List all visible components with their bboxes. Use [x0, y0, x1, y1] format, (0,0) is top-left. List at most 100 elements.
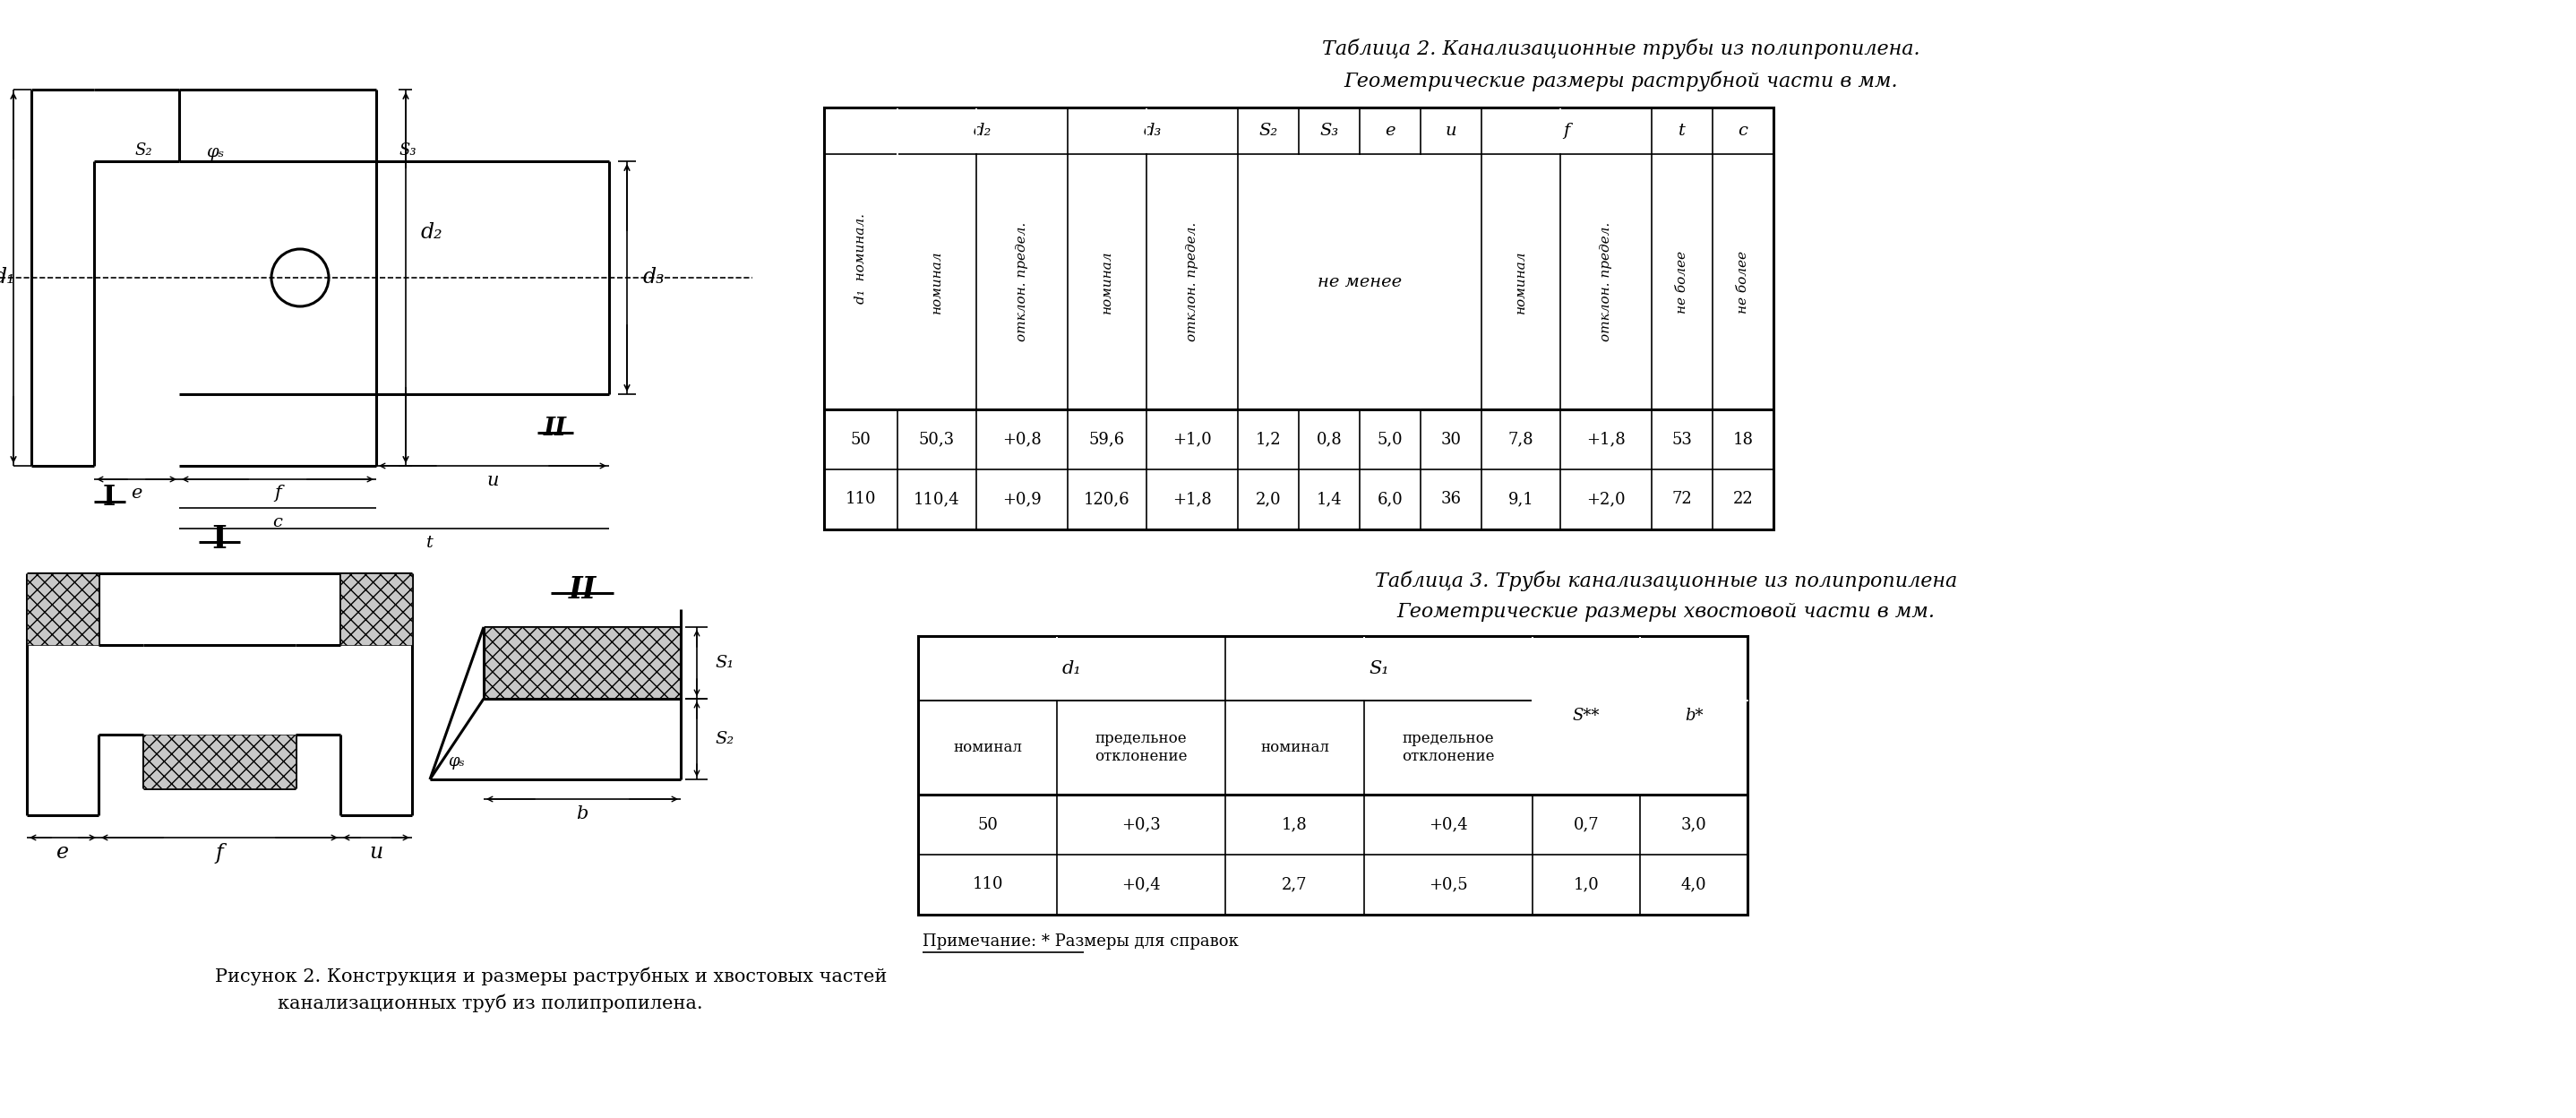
Text: b: b [577, 806, 587, 823]
Text: не более: не более [1736, 250, 1749, 313]
Text: d₁: d₁ [1061, 660, 1082, 676]
Text: Геометрические размеры хвостовой части в мм.: Геометрические размеры хвостовой части в… [1396, 601, 1935, 622]
Text: не более: не более [1677, 250, 1687, 313]
Text: 110: 110 [845, 492, 876, 508]
Text: S₃: S₃ [399, 142, 417, 159]
Text: Рисунок 2. Конструкция и размеры раструбных и хвостовых частей: Рисунок 2. Конструкция и размеры раструб… [214, 967, 886, 986]
Text: e: e [1386, 123, 1396, 139]
Text: 50,3: 50,3 [920, 432, 956, 447]
Text: Геометрические размеры раструбной части в мм.: Геометрические размеры раструбной части … [1345, 70, 1899, 91]
Text: +0,5: +0,5 [1430, 877, 1468, 892]
Text: u: u [368, 843, 384, 863]
Text: t: t [1680, 123, 1685, 139]
Text: φₛ: φₛ [448, 754, 466, 769]
Polygon shape [26, 574, 98, 645]
Text: b*: b* [1685, 708, 1703, 723]
Text: e: e [57, 843, 70, 863]
Text: +1,8: +1,8 [1172, 492, 1211, 508]
Polygon shape [484, 627, 680, 699]
Text: номинал: номинал [1260, 740, 1329, 755]
Text: Примечание: * Размеры для справок: Примечание: * Размеры для справок [922, 934, 1239, 949]
Text: отклон. предел.: отклон. предел. [1015, 222, 1028, 341]
Text: 1,4: 1,4 [1316, 492, 1342, 508]
Polygon shape [340, 574, 412, 645]
Text: номинал: номинал [953, 740, 1023, 755]
Text: не менее: не менее [1316, 274, 1401, 290]
Text: 1,2: 1,2 [1255, 432, 1280, 447]
Text: 2,0: 2,0 [1255, 492, 1280, 508]
Text: d₂: d₂ [420, 222, 443, 244]
Text: S₂: S₂ [1260, 123, 1278, 139]
Text: 5,0: 5,0 [1378, 432, 1404, 447]
Text: 9,1: 9,1 [1507, 492, 1533, 508]
Text: II: II [569, 575, 595, 604]
Text: 18: 18 [1734, 432, 1754, 447]
Text: d₁  номинал.: d₁ номинал. [855, 214, 868, 304]
Text: f: f [1564, 123, 1569, 139]
Text: 1,8: 1,8 [1283, 816, 1309, 833]
Bar [917, 636, 1747, 915]
Text: S₁: S₁ [1368, 660, 1388, 676]
Text: номинал: номинал [1100, 250, 1113, 313]
Text: 0,7: 0,7 [1574, 816, 1600, 833]
Text: I: I [211, 524, 227, 555]
Text: c: c [1739, 123, 1749, 139]
Text: +0,9: +0,9 [1002, 492, 1041, 508]
Text: I: I [103, 483, 116, 511]
Text: S₂: S₂ [714, 731, 734, 747]
Text: 22: 22 [1734, 492, 1754, 508]
Text: 50: 50 [850, 432, 871, 447]
Text: 36: 36 [1440, 492, 1461, 508]
Text: Таблица 2. Канализационные трубы из полипропилена.: Таблица 2. Канализационные трубы из поли… [1321, 39, 1919, 59]
Text: d₃: d₃ [644, 267, 665, 288]
Text: отклон. предел.: отклон. предел. [1185, 222, 1198, 341]
Text: 4,0: 4,0 [1682, 877, 1705, 892]
Text: отклон. предел.: отклон. предел. [1600, 222, 1613, 341]
Text: e: e [131, 485, 142, 502]
Text: 110: 110 [971, 877, 1002, 892]
Text: +0,8: +0,8 [1002, 432, 1041, 447]
Text: 53: 53 [1672, 432, 1692, 447]
Text: S₃: S₃ [1319, 123, 1340, 139]
Text: +2,0: +2,0 [1587, 492, 1625, 508]
Text: S**: S** [1574, 708, 1600, 723]
Text: c: c [273, 514, 283, 530]
Text: канализационных труб из полипропилена.: канализационных труб из полипропилена. [278, 994, 703, 1013]
Text: номинал: номинал [1515, 250, 1528, 313]
Text: 120,6: 120,6 [1084, 492, 1131, 508]
Text: t: t [428, 534, 433, 551]
Text: 6,0: 6,0 [1378, 492, 1404, 508]
Text: +0,3: +0,3 [1121, 816, 1162, 833]
Polygon shape [144, 735, 296, 788]
Text: 30: 30 [1440, 432, 1461, 447]
Text: +1,8: +1,8 [1587, 432, 1625, 447]
Text: Таблица 3. Трубы канализационные из полипропилена: Таблица 3. Трубы канализационные из поли… [1376, 570, 1958, 590]
Text: +0,4: +0,4 [1430, 816, 1468, 833]
Text: 2,7: 2,7 [1283, 877, 1309, 892]
Bar [824, 107, 1772, 530]
Text: 72: 72 [1672, 492, 1692, 508]
Text: f: f [216, 843, 224, 863]
Text: 3,0: 3,0 [1682, 816, 1708, 833]
Text: 7,8: 7,8 [1507, 432, 1533, 447]
Text: d₃: d₃ [1144, 123, 1162, 139]
Text: предельное
отклонение: предельное отклонение [1401, 731, 1494, 764]
Text: 59,6: 59,6 [1090, 432, 1126, 447]
Text: φₛ: φₛ [206, 144, 224, 160]
Text: II: II [544, 416, 567, 440]
Text: S₂: S₂ [134, 142, 152, 159]
Text: +0,4: +0,4 [1121, 877, 1162, 892]
Text: f: f [273, 485, 281, 502]
Text: 1,0: 1,0 [1574, 877, 1600, 892]
Text: 0,8: 0,8 [1316, 432, 1342, 447]
Text: u: u [487, 472, 500, 489]
Text: номинал: номинал [930, 250, 943, 313]
Text: d₁: d₁ [0, 267, 15, 288]
Text: u: u [1445, 123, 1455, 139]
Text: 50: 50 [976, 816, 997, 833]
Text: +1,0: +1,0 [1172, 432, 1211, 447]
Text: S₁: S₁ [714, 655, 734, 671]
Text: d₂: d₂ [974, 123, 992, 139]
Bar [1533, 700, 1749, 701]
Text: 110,4: 110,4 [914, 492, 961, 508]
